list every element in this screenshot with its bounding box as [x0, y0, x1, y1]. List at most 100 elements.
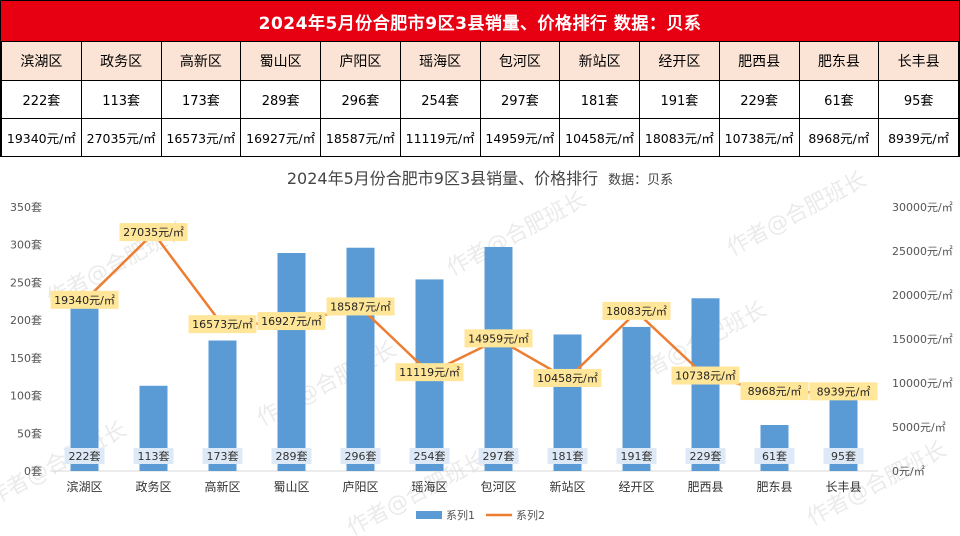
table-price-row: 19340元/㎡ 27035元/㎡ 16573元/㎡ 16927元/㎡ 18587元/㎡… — [1, 118, 959, 157]
bar-value-label: 289套 — [276, 450, 308, 463]
legend: 系列1 系列2 — [416, 508, 545, 522]
bar-label-bg — [685, 448, 726, 464]
bar-label-bg — [64, 448, 105, 464]
line-label-bg — [464, 329, 533, 348]
table-sales-cell: 297套 — [479, 80, 561, 119]
table-sales-cell: 254套 — [399, 80, 481, 119]
line-label-bg — [119, 223, 188, 242]
line-labels: 19340元/㎡ 27035元/㎡ 16573元/㎡ 16927元/㎡ 18587元/㎡… — [50, 223, 878, 401]
line-label-bg — [671, 366, 740, 385]
table-sales-cell: 113套 — [80, 80, 162, 119]
left-axis-tick: 200套 — [10, 314, 42, 327]
table-district-cell: 滨湖区 — [1, 41, 82, 81]
bar-value-label: 181套 — [552, 450, 584, 463]
table-district-cell: 庐阳区 — [320, 41, 401, 81]
table-price-cell: 27035元/㎡ — [80, 118, 162, 157]
line-value-label: 14959元/㎡ — [468, 332, 529, 345]
table-district-cell: 高新区 — [160, 41, 242, 81]
table-price-cell: 8968元/㎡ — [798, 118, 880, 157]
category-label: 新站区 — [549, 479, 585, 494]
bar — [70, 303, 99, 471]
category-label: 肥西县 — [687, 480, 723, 494]
category-label: 滨湖区 — [66, 479, 102, 494]
table-sales-row: 222套 113套 173套 289套 296套 254套 297套 181套 191套 229套… — [1, 80, 959, 119]
bar — [760, 424, 789, 471]
category-label: 庐阳区 — [342, 479, 378, 494]
right-axis: 0元/㎡ 5000元/㎡ 10000元/㎡ 15000元/㎡ 20000元/㎡ 25000… — [892, 201, 953, 478]
table-district-cell: 肥西县 — [718, 41, 800, 81]
legend-line-name: 系列2 — [516, 508, 545, 522]
category-label: 高新区 — [204, 479, 240, 494]
left-axis-tick: 250套 — [10, 276, 42, 289]
bar-label-bg — [202, 448, 243, 464]
table-price-cell: 16573元/㎡ — [160, 118, 242, 157]
line-label-bg — [395, 363, 464, 382]
left-axis-tick: 0套 — [24, 465, 42, 478]
left-axis: 0套 50套 100套 150套 200套 250套 300套 350套 — [10, 201, 878, 478]
table-district-cell: 蜀山区 — [240, 41, 321, 81]
left-axis-tick: 100套 — [10, 390, 42, 403]
chart-title: 2024年5月份合肥市9区3县销量、价格排行 数据：贝系 — [287, 169, 673, 188]
category-label: 长丰县 — [825, 480, 861, 494]
left-axis-tick: 50套 — [17, 427, 42, 440]
line-label-bg — [188, 315, 257, 334]
right-axis-tick: 20000元/㎡ — [892, 289, 953, 302]
bar-label-bg — [133, 448, 174, 464]
line-label-bg — [257, 312, 326, 331]
right-axis-tick: 5000元/㎡ — [892, 421, 946, 434]
line-value-label: 10458元/㎡ — [537, 372, 598, 385]
bar-value-label: 229套 — [690, 450, 722, 463]
table-sales-cell: 181套 — [559, 80, 640, 119]
line-value-label: 16573元/㎡ — [192, 318, 253, 331]
line-value-label: 11119元/㎡ — [399, 366, 460, 379]
bar-label-bg — [547, 448, 588, 464]
category-label: 瑶海区 — [411, 479, 447, 494]
line-value-label: 10738元/㎡ — [675, 370, 736, 383]
watermark-text: 作者@合肥班长 — [723, 167, 871, 261]
table-sales-cell: 61套 — [798, 80, 880, 119]
category-label: 经开区 — [618, 480, 654, 494]
table-sales-cell: 173套 — [160, 80, 242, 119]
category-axis: 滨湖区 政务区 高新区 蜀山区 庐阳区 瑶海区 包河区 新站区 经开区 肥西县 肥东县 长丰县 — [66, 479, 861, 494]
line-label-bg — [602, 301, 671, 320]
bar-value-label: 95套 — [831, 450, 856, 463]
bar — [622, 326, 651, 471]
table-price-cell: 10738元/㎡ — [718, 118, 800, 157]
bar — [484, 246, 513, 471]
table-sales-cell: 222套 — [1, 80, 82, 119]
bar-value-label: 173套 — [207, 450, 239, 463]
watermark-text: 作者@合肥班长 — [253, 337, 401, 431]
table-district-cell: 肥东县 — [798, 41, 880, 81]
bar-label-bg — [823, 448, 864, 464]
bar — [346, 247, 375, 471]
right-axis-tick: 15000元/㎡ — [892, 333, 953, 346]
right-axis-tick: 0元/㎡ — [892, 465, 925, 478]
left-axis-tick: 300套 — [10, 239, 42, 252]
bar-label-bg — [271, 448, 312, 464]
table-district-cell: 新站区 — [559, 41, 640, 81]
line-value-label: 8939元/㎡ — [817, 385, 871, 398]
line-value-label: 8968元/㎡ — [748, 385, 802, 398]
bar-labels: 222套 113套 173套 289套 296套 254套 297套 181套 191套 229套… — [64, 448, 864, 464]
line-label-bg — [740, 382, 809, 401]
left-axis-tick: 150套 — [10, 352, 42, 365]
bar-value-label: 222套 — [69, 450, 101, 463]
data-table: 滨湖区 政务区 高新区 蜀山区 庐阳区 瑶海区 包河区 新站区 经开区 肥西县 肥东县 长丰县 222… — [1, 41, 959, 157]
table-price-cell: 18083元/㎡ — [639, 118, 720, 157]
line-value-label: 18587元/㎡ — [330, 300, 391, 313]
table-district-cell: 政务区 — [80, 41, 162, 81]
table-price-cell: 11119元/㎡ — [399, 118, 481, 157]
left-axis-tick: 350套 — [10, 201, 42, 214]
table-price-cell: 19340元/㎡ — [1, 118, 82, 157]
line-label-bg — [50, 290, 119, 309]
chart-subtitle: 数据：贝系 — [608, 173, 673, 188]
table-district-cell: 长丰县 — [878, 41, 959, 81]
line-label-bg — [326, 297, 395, 316]
line-value-label: 27035元/㎡ — [123, 226, 184, 239]
table-district-cell: 经开区 — [639, 41, 720, 81]
right-axis-tick: 10000元/㎡ — [892, 377, 953, 390]
bar — [691, 298, 720, 471]
bar-value-label: 61套 — [762, 450, 787, 463]
bar-label-bg — [754, 448, 795, 464]
table-price-cell: 18587元/㎡ — [320, 118, 401, 157]
